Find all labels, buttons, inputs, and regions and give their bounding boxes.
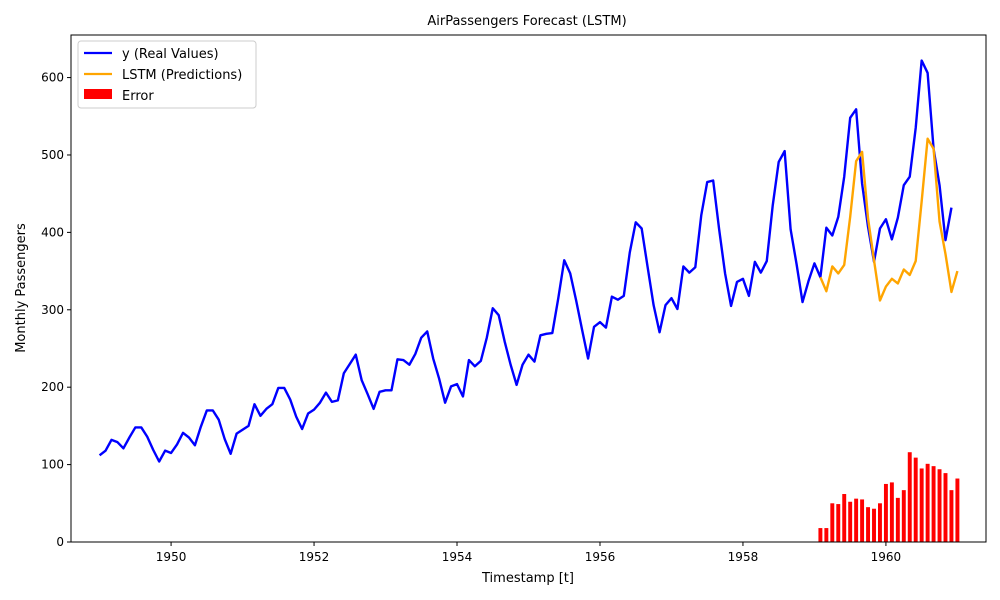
y-tick-label: 600 xyxy=(41,71,64,85)
error-bar xyxy=(860,499,865,542)
y-tick-label: 500 xyxy=(41,148,64,162)
error-bar xyxy=(878,503,882,542)
error-bar xyxy=(919,468,924,542)
error-bar xyxy=(925,463,930,542)
x-tick-label: 1952 xyxy=(299,550,330,564)
error-bar xyxy=(824,528,829,542)
error-bar xyxy=(836,504,841,542)
plot-area xyxy=(71,35,986,542)
x-tick-label: 1960 xyxy=(871,550,902,564)
y-tick-label: 200 xyxy=(41,380,64,394)
x-axis-ticks: 1950 1952 1954 1956 1958 1960 xyxy=(156,542,901,564)
error-bar xyxy=(901,490,906,542)
series-lines xyxy=(98,59,959,463)
x-tick-label: 1950 xyxy=(156,550,187,564)
error-bar xyxy=(889,482,894,542)
error-bar xyxy=(854,498,859,542)
error-bar xyxy=(848,501,853,542)
x-axis-label: Timestamp [t] xyxy=(481,571,574,586)
error-bar xyxy=(943,473,948,542)
error-bar xyxy=(895,497,900,542)
line-lstm-predictions xyxy=(819,137,959,302)
error-bar xyxy=(937,469,942,542)
error-bar xyxy=(913,457,918,542)
line-real-values xyxy=(98,59,953,463)
error-bar xyxy=(818,528,823,542)
error-bar xyxy=(883,483,888,542)
error-bar xyxy=(907,452,912,542)
error-bar xyxy=(931,466,936,542)
error-bar xyxy=(955,478,960,542)
legend-label-error: Error xyxy=(122,89,154,104)
plot-frame xyxy=(70,34,987,543)
y-axis-label: Monthly Passengers xyxy=(14,223,29,353)
legend: y (Real Values) LSTM (Predictions) Error xyxy=(77,40,257,109)
y-tick-label: 400 xyxy=(41,225,64,239)
y-tick-label: 300 xyxy=(41,303,64,317)
chart-title: AirPassengers Forecast (LSTM) xyxy=(427,14,626,29)
error-bar xyxy=(872,508,876,542)
error-bar xyxy=(949,490,954,542)
y-tick-label: 0 xyxy=(56,535,64,549)
y-tick-label: 100 xyxy=(41,458,64,472)
legend-box xyxy=(77,40,257,109)
legend-swatch-error xyxy=(84,89,112,99)
x-tick-label: 1958 xyxy=(728,550,759,564)
y-axis-ticks: 0 100 200 300 400 500 600 xyxy=(41,71,71,549)
x-tick-label: 1956 xyxy=(585,550,616,564)
error-bar xyxy=(842,494,847,542)
error-bar xyxy=(866,507,871,542)
error-bars xyxy=(818,452,960,542)
legend-label-real: y (Real Values) xyxy=(122,47,219,62)
x-tick-label: 1954 xyxy=(442,550,473,564)
legend-label-pred: LSTM (Predictions) xyxy=(122,68,242,83)
error-bar xyxy=(830,503,835,542)
